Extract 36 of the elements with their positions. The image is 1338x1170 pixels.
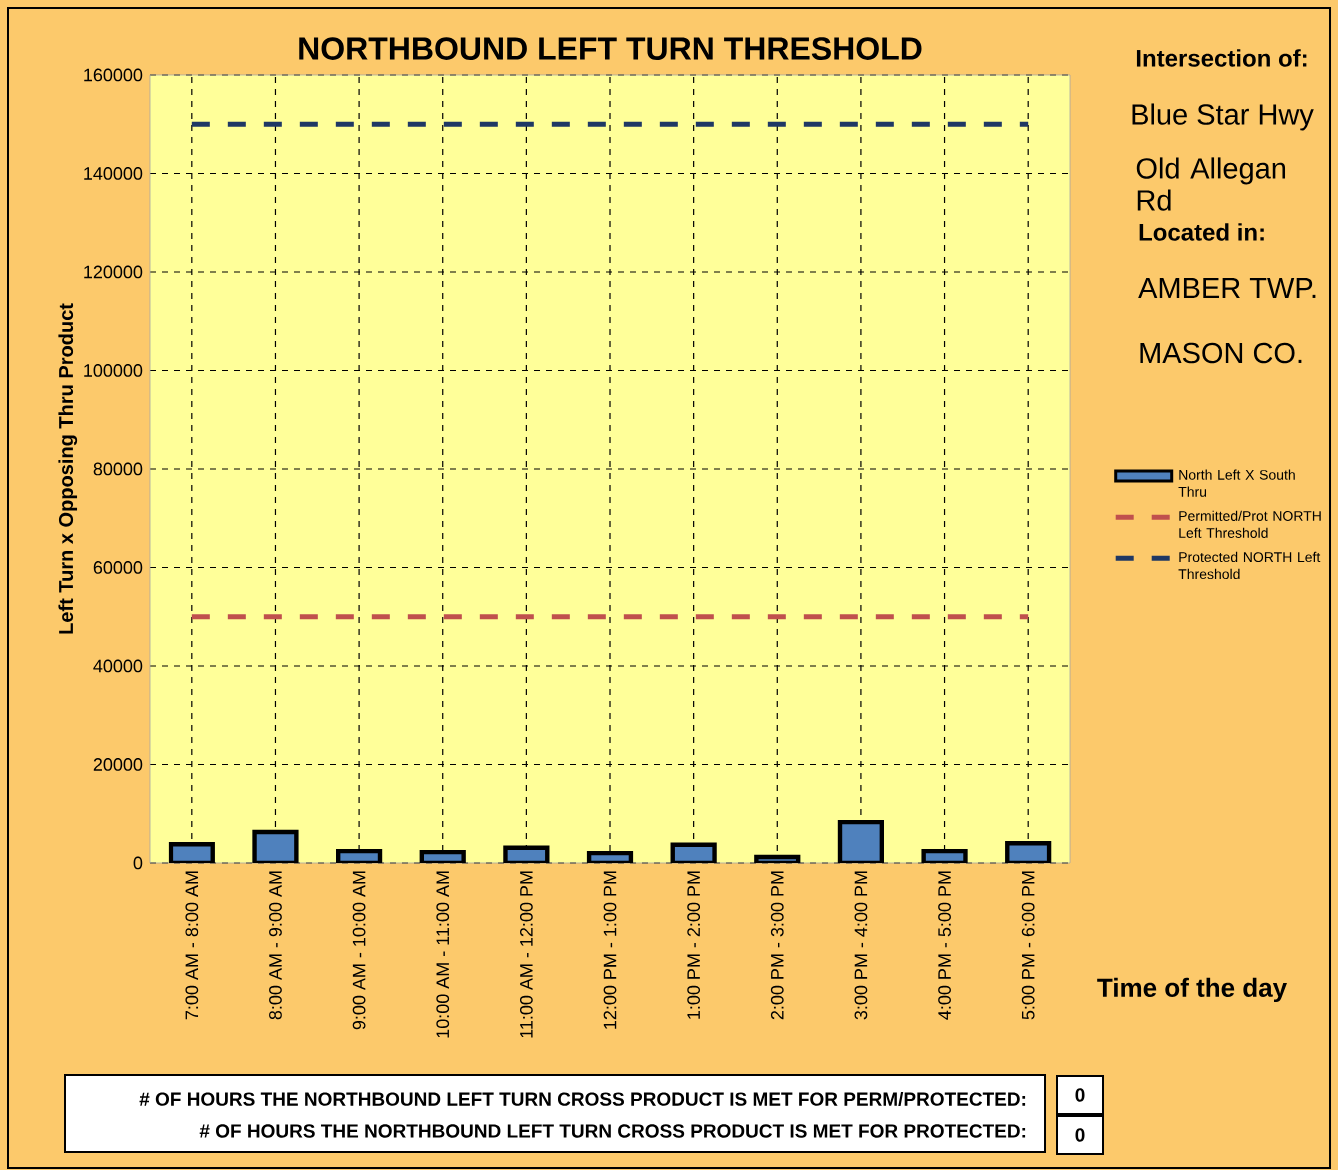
text: Old Allegan Rd [1136,157,1286,211]
x-tick-label: 7:00 AM - 8:00 AM [185,871,199,1020]
x-tick-label: 5:00 PM - 6:00 PM [1021,871,1035,1020]
text: AMBER TWP. [1138,278,1316,298]
x-tick-label: 9:00 AM - 10:00 AM [352,871,366,1030]
text: MASON CO. [1140,342,1302,364]
y-tick-label: 60000 [93,561,143,574]
y-tick-label: 160000 [84,68,143,82]
x-tick-label: 10:00 AM - 11:00 AM [436,871,450,1038]
legend-label: Protected NORTH Left Threshold [1178,551,1321,580]
y-tick-label: 120000 [84,265,143,279]
text: Located in: [1139,223,1264,241]
x-tick-label: 8:00 AM - 9:00 AM [269,871,282,1020]
y-axis-title: Left Turn x Opposing Thru Product [58,303,78,634]
x-tick-label: 4:00 PM - 5:00 PM [938,871,951,1020]
y-tick-label: 20000 [93,758,143,771]
text: 0 [1075,1088,1085,1102]
text: Intersection of: [1136,49,1307,67]
y-tick-label: 100000 [84,364,143,377]
x-tick-label: 12:00 PM - 1:00 PM [603,871,617,1029]
text: Blue Star Hwy [1132,103,1314,131]
text: 0 [1075,1128,1085,1142]
y-tick-label: 0 [133,856,143,870]
y-tick-label: 80000 [93,462,143,476]
text: # OF HOURS THE NORTHBOUND LEFT TURN CROSS PRODUCT IS MET FOR PROTECTED: [199,1124,1026,1138]
x-axis-title: Time of the day [1097,977,1287,1003]
text: # OF HOURS THE NORTHBOUND LEFT TURN CROSS PRODUCT IS MET FOR PERM/PROTECTED: [139,1091,1026,1107]
chart-title: NORTHBOUND LEFT TURN THRESHOLD [299,37,922,60]
legend-label: North Left X South Thru [1178,469,1295,497]
x-tick-label: 2:00 PM - 3:00 PM [770,871,784,1020]
x-tick-label: 11:00 AM - 12:00 PM [519,871,533,1038]
y-tick-label: 40000 [93,659,143,673]
y-tick-label: 140000 [84,167,143,180]
x-tick-label: 1:00 PM - 2:00 PM [687,871,701,1019]
legend-label: Permitted/Prot NORTH Left Threshold [1179,510,1321,538]
x-tick-label: 3:00 PM - 4:00 PM [854,871,868,1020]
